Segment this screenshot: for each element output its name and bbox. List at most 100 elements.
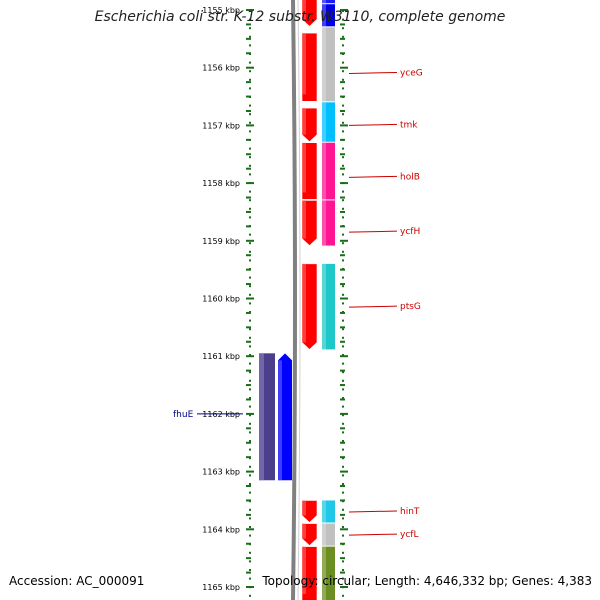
- feature-highlight: [322, 27, 326, 102]
- ruler-dot: [249, 354, 251, 356]
- ruler-dot: [249, 594, 251, 597]
- ruler-tick-label: 1161 kbp: [202, 352, 240, 361]
- genome-title: Escherichia coli str. K-12 substr. W3110…: [94, 9, 506, 25]
- ruler-dot: [342, 577, 344, 580]
- ruler-tick: [246, 499, 251, 502]
- ruler-dot: [249, 397, 251, 399]
- ruler-dot: [342, 242, 344, 245]
- ruler-dot: [342, 457, 344, 460]
- ruler-dot: [249, 345, 251, 348]
- ruler-dot: [342, 319, 344, 322]
- ruler-tick: [340, 268, 345, 271]
- gene-label-tmk: tmk: [400, 120, 418, 130]
- ruler-dot: [249, 551, 251, 554]
- ruler-tick: [246, 37, 251, 40]
- feature-highlight: [322, 200, 326, 246]
- ruler-tick: [246, 485, 251, 488]
- ruler-dot: [249, 483, 251, 485]
- ruler-dot: [249, 27, 251, 30]
- ruler-dot: [249, 199, 251, 202]
- ruler-tick: [246, 210, 251, 213]
- ruler-dot: [342, 113, 344, 116]
- ruler-dot: [342, 388, 344, 391]
- ruler-tick: [246, 138, 251, 141]
- ruler-dot: [249, 508, 251, 511]
- ruler-tick: [246, 340, 251, 343]
- backbone-line: [291, 0, 297, 600]
- ruler-dot: [249, 242, 251, 245]
- ruler-tick: [340, 153, 345, 156]
- ruler-dot: [249, 293, 251, 296]
- gene-label-ycfH: ycfH: [400, 227, 420, 237]
- feature-color-block: [322, 142, 335, 200]
- ruler-tick: [246, 586, 254, 588]
- forward-cds-track: [301, 0, 318, 600]
- ruler-tick: [246, 254, 251, 257]
- genome-backbone: [291, 0, 301, 600]
- ruler-dot: [249, 474, 251, 477]
- ruler-dot: [342, 594, 344, 597]
- ruler-dot: [249, 70, 251, 73]
- ruler-tick: [340, 196, 345, 199]
- feature-highlight: [302, 108, 306, 135]
- gene-label-leader: [348, 230, 398, 233]
- ruler-dot: [342, 302, 344, 305]
- ruler-dot: [249, 534, 251, 537]
- ruler-tick: [340, 239, 348, 242]
- ruler-tick: [246, 182, 254, 185]
- ruler-dot: [342, 78, 344, 81]
- ruler-tick: [246, 81, 251, 84]
- ruler-dot: [249, 207, 251, 210]
- gene-label-leader: [348, 71, 398, 74]
- ruler-dot: [342, 207, 344, 210]
- ruler-tick: [246, 268, 251, 271]
- ruler-tick: [340, 167, 345, 170]
- ruler-dot: [342, 474, 344, 477]
- position-ruler: 1155 kbp 1156 kbp 1157 kbp 1158 kbp 1159 kbp…: [202, 6, 348, 597]
- ruler-tick: [340, 355, 348, 358]
- feature-highlight: [302, 142, 306, 193]
- ruler-dot: [249, 302, 251, 305]
- ruler-dot: [342, 328, 344, 331]
- ruler-tick: [246, 225, 251, 228]
- gene-label-leader: [348, 123, 398, 126]
- gene-label-leader: [348, 175, 398, 178]
- ruler-tick: [340, 398, 345, 401]
- ruler-tick: [246, 355, 254, 358]
- ruler-dot: [342, 250, 344, 253]
- ruler-tick: [246, 153, 251, 156]
- ruler-tick: [246, 557, 251, 560]
- ruler-tick: [246, 66, 254, 69]
- ruler-dot: [249, 87, 251, 90]
- ruler-tick-label: 1165 kbp: [202, 583, 240, 592]
- ruler-dot: [249, 259, 251, 262]
- ruler-tick: [340, 586, 348, 588]
- ruler-tick: [246, 398, 251, 401]
- ruler-tick: [340, 138, 345, 141]
- ruler-dot: [249, 104, 251, 107]
- ruler-dot: [342, 259, 344, 262]
- ruler-dot: [342, 87, 344, 90]
- ruler-dot: [342, 379, 344, 382]
- gene-label-yceG: yceG: [400, 68, 423, 78]
- ruler-dot: [342, 104, 344, 107]
- feature-highlight: [322, 102, 326, 142]
- feature-highlight: [302, 500, 306, 516]
- ruler-dot: [249, 577, 251, 580]
- ruler-dot: [342, 465, 344, 468]
- feature-color-block: [322, 102, 335, 142]
- ruler-dot: [342, 362, 344, 365]
- feature-highlight: [322, 142, 326, 200]
- ruler-tick: [246, 124, 254, 127]
- ruler-tick: [340, 311, 345, 314]
- ruler-tick: [340, 9, 348, 11]
- feature-highlight: [302, 33, 306, 95]
- ruler-dot: [249, 250, 251, 253]
- feature-highlight: [302, 200, 306, 239]
- ruler-dot: [249, 405, 251, 408]
- ruler-dot: [249, 431, 251, 434]
- feature-color-block: [322, 0, 335, 4]
- ruler-tick: [340, 369, 345, 372]
- ruler-dot: [249, 371, 251, 374]
- ruler-dot: [249, 78, 251, 81]
